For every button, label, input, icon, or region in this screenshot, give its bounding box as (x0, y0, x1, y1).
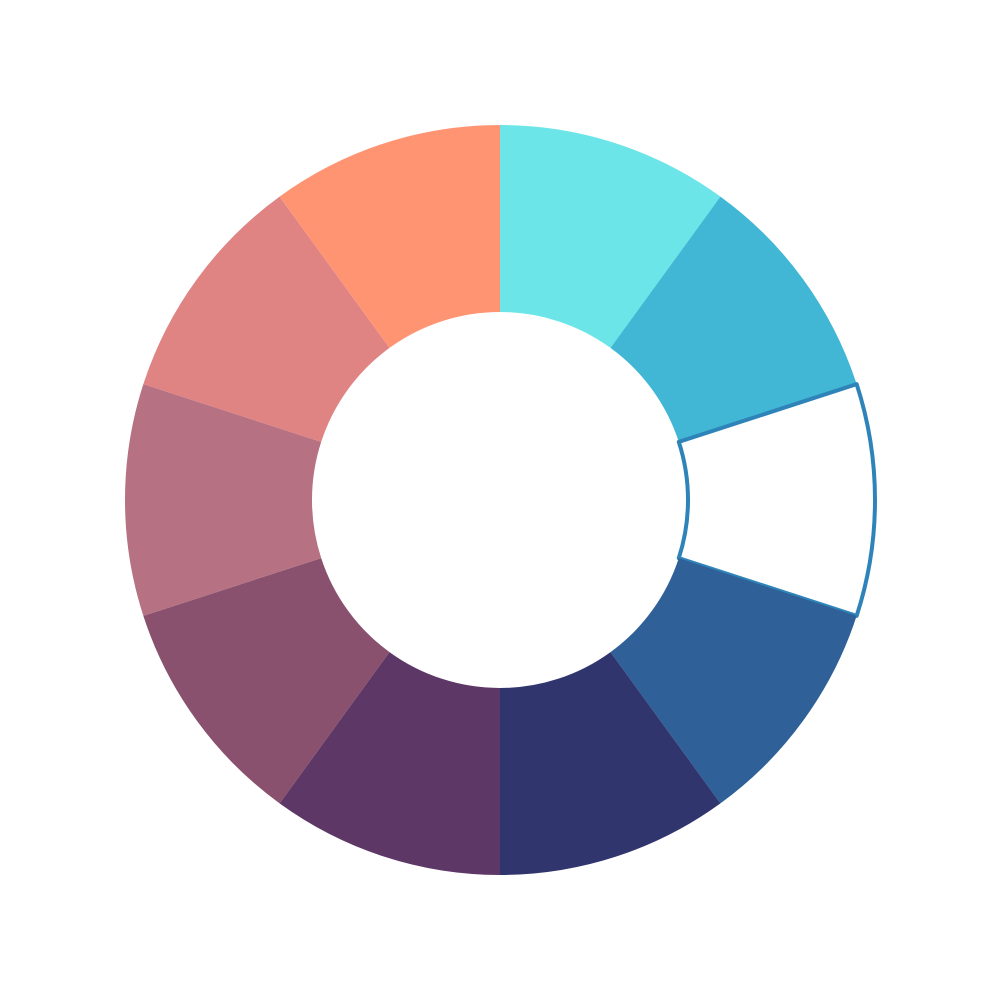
donut-slice-8 (124, 384, 322, 616)
donut-slice-7 (143, 558, 390, 804)
donut-slice-9 (143, 196, 390, 442)
donut-slice-2 (610, 196, 857, 442)
donut-slice-5 (500, 652, 721, 875)
donut-slice-4 (610, 558, 857, 804)
slices-layer (124, 125, 877, 875)
donut-slice-1 (500, 125, 721, 348)
donut-slice-6 (279, 652, 500, 875)
donut-slice-3 (676, 382, 877, 618)
donut-slice-10 (279, 125, 500, 348)
